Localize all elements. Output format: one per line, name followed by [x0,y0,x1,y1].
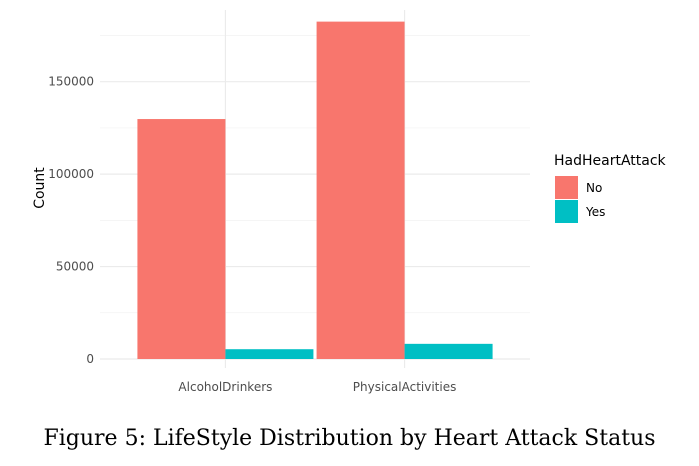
legend-label-no: No [586,181,602,195]
figure-caption: Figure 5: LifeStyle Distribution by Hear… [43,426,656,451]
x-axis-ticks: AlcoholDrinkers PhysicalActivities [178,380,456,394]
y-tick-label: 50000 [56,260,94,274]
y-axis-ticks: 0 50000 100000 150000 [48,75,94,366]
legend-key-yes [555,200,578,223]
legend: HadHeartAttack No Yes [554,153,667,223]
x-tick-label: PhysicalActivities [353,380,457,394]
legend-title: HadHeartAttack [554,153,667,169]
bar-yes-alcoholdrinkers [225,349,314,359]
x-tick-label: AlcoholDrinkers [178,380,272,394]
y-axis-title: Count [32,167,48,209]
legend-key-no [555,176,578,199]
y-tick-label: 150000 [48,75,94,89]
chart: 0 50000 100000 150000 AlcoholDrinkers Physic… [32,10,667,394]
bar-yes-physicalactivities [404,343,493,359]
bar-no-alcoholdrinkers [137,119,226,359]
y-tick-label: 100000 [48,167,94,181]
legend-label-yes: Yes [585,205,605,219]
y-tick-label: 0 [86,352,94,366]
bar-no-physicalactivities [316,21,405,360]
bars [137,21,493,360]
